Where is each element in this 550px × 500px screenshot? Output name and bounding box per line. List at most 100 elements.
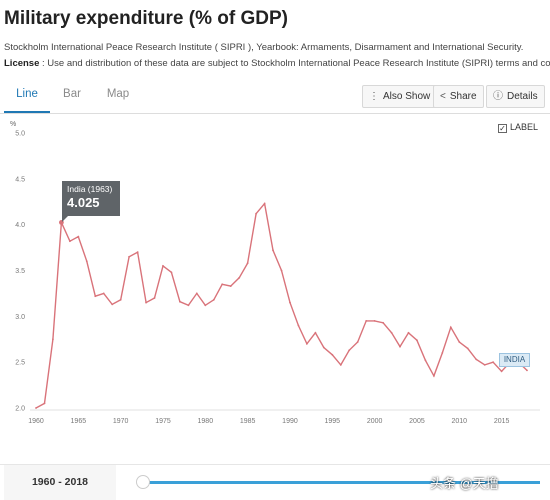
x-tick-label: 1990 <box>282 418 298 425</box>
data-point-2013[interactable] <box>483 364 486 366</box>
x-tick-label: 2005 <box>409 418 425 425</box>
data-point-2003[interactable] <box>399 345 401 348</box>
data-point-1983[interactable] <box>229 285 232 287</box>
data-point-2012[interactable] <box>475 358 478 361</box>
y-tick-label: 2.0 <box>15 406 25 413</box>
y-tick-label: 3.5 <box>15 268 25 275</box>
x-axis: 1960 1965 1970 1975 1980 1985 1990 1995 2000 2005… <box>28 418 509 425</box>
x-tick-label: 1985 <box>240 418 256 425</box>
data-point-1991[interactable] <box>297 324 300 327</box>
data-point-1976[interactable] <box>170 271 173 274</box>
tooltip-value: 4.025 <box>67 195 100 210</box>
data-point-2004[interactable] <box>407 331 410 334</box>
data-point-1989[interactable] <box>280 269 283 272</box>
x-tick-label: 2010 <box>451 418 467 425</box>
y-tick-label: 3.0 <box>15 314 25 321</box>
data-point-2001[interactable] <box>382 321 384 324</box>
data-point-2011[interactable] <box>466 347 469 350</box>
data-point-1974[interactable] <box>153 297 156 299</box>
data-point-1971[interactable] <box>128 255 131 258</box>
data-point-2009[interactable] <box>449 326 452 329</box>
data-point-1990[interactable] <box>289 301 291 304</box>
range-slider-track[interactable] <box>140 481 540 484</box>
data-point-1984[interactable] <box>238 276 241 279</box>
license-text: : Use and distribution of these data are… <box>39 58 550 69</box>
data-point-1969[interactable] <box>111 303 114 306</box>
data-point-1968[interactable] <box>102 292 105 295</box>
license-note: License : Use and distribution of these … <box>4 58 550 69</box>
label-toggle[interactable]: ✓ LABEL <box>497 122 538 133</box>
data-point-2010[interactable] <box>458 341 461 343</box>
info-icon: ⓘ <box>493 91 503 102</box>
india-series-line[interactable] <box>35 202 528 409</box>
also-show-label: Also Show <box>383 91 431 102</box>
year-range-label: 1960 - 2018 <box>4 465 116 500</box>
data-point-2006[interactable] <box>424 359 427 362</box>
series-points <box>35 202 528 409</box>
x-tick-label: 1960 <box>28 418 44 425</box>
data-point-2015[interactable] <box>500 370 503 373</box>
data-point-1980[interactable] <box>204 304 207 307</box>
data-point-1982[interactable] <box>221 283 224 286</box>
data-point-1978[interactable] <box>187 304 190 307</box>
data-point-1964[interactable] <box>69 240 71 243</box>
data-point-1986[interactable] <box>255 212 257 215</box>
data-point-1981[interactable] <box>212 298 215 301</box>
data-point-1972[interactable] <box>136 251 139 254</box>
data-point-1985[interactable] <box>246 262 249 265</box>
data-point-1995[interactable] <box>331 353 334 356</box>
data-point-2007[interactable] <box>433 375 435 377</box>
data-point-1973[interactable] <box>145 301 148 304</box>
data-point-1977[interactable] <box>179 300 181 303</box>
data-point-1997[interactable] <box>348 349 351 352</box>
share-icon: < <box>440 91 446 102</box>
data-point-1992[interactable] <box>306 342 308 345</box>
label-checkbox[interactable]: ✓ <box>497 124 507 133</box>
data-point-1999[interactable] <box>365 320 368 322</box>
x-tick-label: 1970 <box>113 418 129 425</box>
data-point-1975[interactable] <box>162 265 164 267</box>
data-point-1970[interactable] <box>119 298 122 301</box>
details-label: Details <box>507 91 538 102</box>
data-point-2014[interactable] <box>492 361 494 364</box>
license-label: License <box>4 58 40 69</box>
range-footer: 1960 - 2018 头条 @天撸 <box>0 464 550 500</box>
y-tick-label: 4.0 <box>15 222 25 229</box>
data-point-2002[interactable] <box>390 331 393 334</box>
tab-line[interactable]: Line <box>4 78 50 113</box>
view-tabs: Line Bar Map ⋮ Also Show < Share ⓘ Details <box>0 78 550 114</box>
also-show-button[interactable]: ⋮ Also Show <box>362 85 438 108</box>
data-point-1961[interactable] <box>43 402 46 405</box>
data-point-1987[interactable] <box>263 202 266 205</box>
data-point-2000[interactable] <box>373 320 376 322</box>
data-point-1966[interactable] <box>85 260 88 263</box>
share-button[interactable]: < Share <box>433 85 484 108</box>
data-point-2018[interactable] <box>526 369 528 372</box>
data-point-1967[interactable] <box>94 295 97 298</box>
x-tick-label: 2015 <box>494 418 510 425</box>
data-point-1979[interactable] <box>195 292 198 295</box>
y-tick-label: 5.0 <box>15 131 25 138</box>
details-button[interactable]: ⓘ Details <box>486 85 545 108</box>
data-point-1998[interactable] <box>356 341 359 343</box>
source-note: Stockholm International Peace Research I… <box>4 42 524 53</box>
range-slider-handle[interactable] <box>136 475 150 489</box>
label-toggle-text: LABEL <box>509 122 538 132</box>
data-point-1993[interactable] <box>314 331 317 334</box>
tab-map[interactable]: Map <box>106 88 130 100</box>
data-point-1960[interactable] <box>35 407 37 409</box>
data-point-1965[interactable] <box>77 235 80 238</box>
data-point-1996[interactable] <box>339 364 342 366</box>
data-point-1962[interactable] <box>52 338 54 341</box>
chart: % 2.0 2.5 3.0 3.5 4.0 4.5 5.0 1960 1965 1970 1975… <box>10 121 540 425</box>
data-tooltip: India (1963) 4.025 <box>62 181 120 222</box>
y-axis-label: % <box>10 121 16 128</box>
watermark-text: 头条 @天撸 <box>430 476 499 491</box>
data-point-1994[interactable] <box>322 346 325 349</box>
tab-bar[interactable]: Bar <box>63 88 81 100</box>
data-point-2005[interactable] <box>416 339 418 342</box>
x-tick-label: 1975 <box>155 418 171 425</box>
data-point-1988[interactable] <box>272 249 274 252</box>
x-tick-label: 1995 <box>325 418 341 425</box>
data-point-2008[interactable] <box>441 352 444 354</box>
